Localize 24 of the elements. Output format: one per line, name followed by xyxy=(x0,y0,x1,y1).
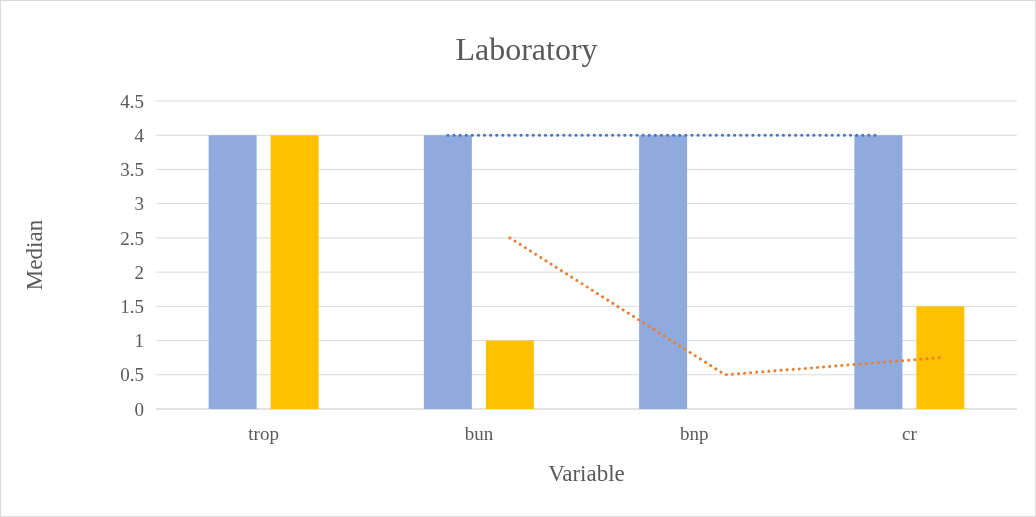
bar xyxy=(639,135,688,409)
x-tick-label: trop xyxy=(248,423,279,444)
chart-title: Laboratory xyxy=(455,31,598,67)
y-tick-label: 2.5 xyxy=(120,227,144,249)
bar xyxy=(270,135,319,409)
y-tick-label: 1.5 xyxy=(120,295,144,317)
bar xyxy=(423,135,472,409)
y-tick-label: 0.5 xyxy=(120,364,144,386)
y-tick-label: 1 xyxy=(134,330,144,352)
x-tick-label: bnp xyxy=(679,423,709,444)
x-axis-title: Variable xyxy=(548,461,625,486)
x-tick-label: cr xyxy=(901,423,918,444)
y-tick-label: 0 xyxy=(134,398,144,420)
y-tick-label: 2 xyxy=(134,261,144,283)
bar xyxy=(208,135,257,409)
y-tick-label: 4 xyxy=(134,124,145,146)
y-tick-label: 3.5 xyxy=(120,159,144,181)
bar xyxy=(485,340,534,409)
y-tick-label: 4.5 xyxy=(120,90,144,112)
x-tick-label: bun xyxy=(464,423,494,444)
y-tick-label: 3 xyxy=(134,193,144,215)
bar xyxy=(854,135,903,409)
y-axis-title: Median xyxy=(22,219,47,291)
bar xyxy=(916,306,965,409)
